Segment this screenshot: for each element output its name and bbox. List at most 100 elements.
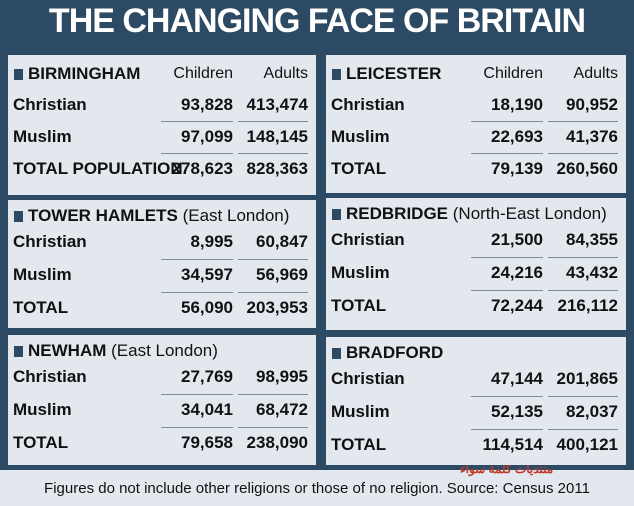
column-header: Adults bbox=[573, 65, 618, 82]
column-header: Children bbox=[483, 65, 543, 82]
row-separator bbox=[548, 121, 618, 122]
panel-title: REDBRIDGE (North-East London) bbox=[346, 204, 607, 224]
adults-value: 238,090 bbox=[246, 433, 308, 452]
row-separator bbox=[161, 153, 233, 154]
adults-value: 41,376 bbox=[566, 127, 618, 146]
children-value: 34,597 bbox=[181, 265, 233, 284]
row-separator bbox=[548, 153, 618, 154]
children-value: 79,139 bbox=[491, 159, 543, 178]
row-label: Muslim bbox=[331, 402, 390, 421]
panel-name: LEICESTER bbox=[346, 64, 442, 83]
children-value: 97,099 bbox=[181, 127, 233, 146]
adults-value: 828,363 bbox=[246, 159, 308, 178]
row-separator bbox=[161, 292, 233, 293]
panel-region: (East London) bbox=[111, 341, 218, 360]
footer-text: Figures do not include other religions o… bbox=[44, 480, 590, 497]
adults-value: 260,560 bbox=[556, 159, 618, 178]
children-value: 34,041 bbox=[181, 400, 233, 419]
row-separator bbox=[471, 396, 543, 397]
panel-name: REDBRIDGE bbox=[346, 204, 449, 223]
row-label: Muslim bbox=[331, 263, 390, 282]
adults-value: 203,953 bbox=[246, 298, 308, 317]
row-separator bbox=[548, 429, 618, 430]
row-label: Christian bbox=[13, 95, 87, 114]
row-separator bbox=[161, 427, 233, 428]
adults-value: 413,474 bbox=[246, 95, 308, 114]
panel-title: BRADFORD bbox=[346, 343, 443, 363]
children-value: 8,995 bbox=[190, 232, 233, 251]
panel-name: BRADFORD bbox=[346, 343, 444, 362]
children-value: 72,244 bbox=[491, 296, 543, 315]
title: THE CHANGING FACE OF BRITAIN bbox=[48, 2, 586, 40]
children-value: 18,190 bbox=[491, 95, 543, 114]
panel-marker bbox=[14, 346, 23, 357]
row-separator bbox=[548, 257, 618, 258]
row-separator bbox=[238, 427, 308, 428]
row-label: Christian bbox=[331, 369, 405, 388]
children-value: 56,090 bbox=[181, 298, 233, 317]
row-label: TOTAL POPULATION bbox=[13, 159, 183, 178]
row-separator bbox=[161, 394, 233, 395]
adults-value: 201,865 bbox=[556, 369, 618, 388]
row-label: TOTAL bbox=[331, 296, 387, 315]
adults-value: 216,112 bbox=[557, 296, 618, 315]
row-label: TOTAL bbox=[331, 435, 387, 454]
row-label: TOTAL bbox=[331, 159, 387, 178]
panel-marker bbox=[332, 69, 341, 80]
panel-title: TOWER HAMLETS (East London) bbox=[28, 206, 289, 226]
adults-value: 56,969 bbox=[256, 265, 308, 284]
children-value: 278,623 bbox=[171, 159, 233, 178]
children-value: 114,514 bbox=[482, 435, 543, 454]
panel-marker bbox=[332, 209, 341, 220]
panel: TOWER HAMLETS (East London) Christian 8,99… bbox=[8, 200, 316, 328]
adults-value: 43,432 bbox=[566, 263, 618, 282]
row-separator bbox=[161, 121, 233, 122]
panel-region: (East London) bbox=[182, 206, 290, 225]
panel: BIRMINGHAM Children Adults Christian 93,828 4… bbox=[8, 55, 316, 195]
children-value: 93,828 bbox=[181, 95, 233, 114]
panel: REDBRIDGE (North-East London) Christian 21… bbox=[326, 198, 626, 330]
row-separator bbox=[471, 121, 543, 122]
panel-name: NEWHAM bbox=[28, 341, 107, 360]
row-separator bbox=[548, 396, 618, 397]
adults-value: 148,145 bbox=[246, 127, 308, 146]
panel-marker bbox=[14, 69, 23, 80]
row-separator bbox=[238, 394, 308, 395]
row-separator bbox=[548, 290, 618, 291]
row-label: Muslim bbox=[331, 127, 390, 146]
panel-title: NEWHAM (East London) bbox=[28, 341, 218, 361]
adults-value: 90,952 bbox=[566, 95, 618, 114]
adults-value: 84,355 bbox=[566, 230, 618, 249]
row-label: Christian bbox=[13, 232, 87, 251]
children-value: 47,144 bbox=[491, 369, 543, 388]
adults-value: 82,037 bbox=[566, 402, 618, 421]
panel-title: LEICESTER bbox=[346, 64, 441, 84]
panel: NEWHAM (East London) Christian 27,769 98,99… bbox=[8, 335, 316, 465]
panel-name: BIRMINGHAM bbox=[28, 64, 141, 83]
row-separator bbox=[471, 290, 543, 291]
watermark: منتديات كلمة سواء bbox=[460, 462, 554, 476]
panel: BRADFORD Christian 47,144 201,865 Muslim 52,1… bbox=[326, 337, 626, 465]
children-value: 79,658 bbox=[181, 433, 233, 452]
children-value: 52,135 bbox=[491, 402, 543, 421]
row-label: Muslim bbox=[13, 400, 72, 419]
row-separator bbox=[471, 257, 543, 258]
row-separator bbox=[161, 259, 233, 260]
row-label: Christian bbox=[13, 367, 87, 386]
adults-value: 98,995 bbox=[256, 367, 308, 386]
children-value: 27,769 bbox=[181, 367, 233, 386]
children-value: 21,500 bbox=[491, 230, 543, 249]
panel-name: TOWER HAMLETS bbox=[28, 206, 178, 225]
row-separator bbox=[471, 153, 543, 154]
row-separator bbox=[238, 292, 308, 293]
row-label: Muslim bbox=[13, 265, 72, 284]
panel-marker bbox=[332, 348, 341, 359]
panel: LEICESTER Children Adults Christian 18,190 90… bbox=[326, 55, 626, 193]
row-label: Christian bbox=[331, 95, 405, 114]
row-label: TOTAL bbox=[13, 298, 69, 317]
row-label: Muslim bbox=[13, 127, 72, 146]
adults-value: 60,847 bbox=[256, 232, 308, 251]
adults-value: 68,472 bbox=[256, 400, 308, 419]
column-header: Adults bbox=[263, 65, 308, 82]
